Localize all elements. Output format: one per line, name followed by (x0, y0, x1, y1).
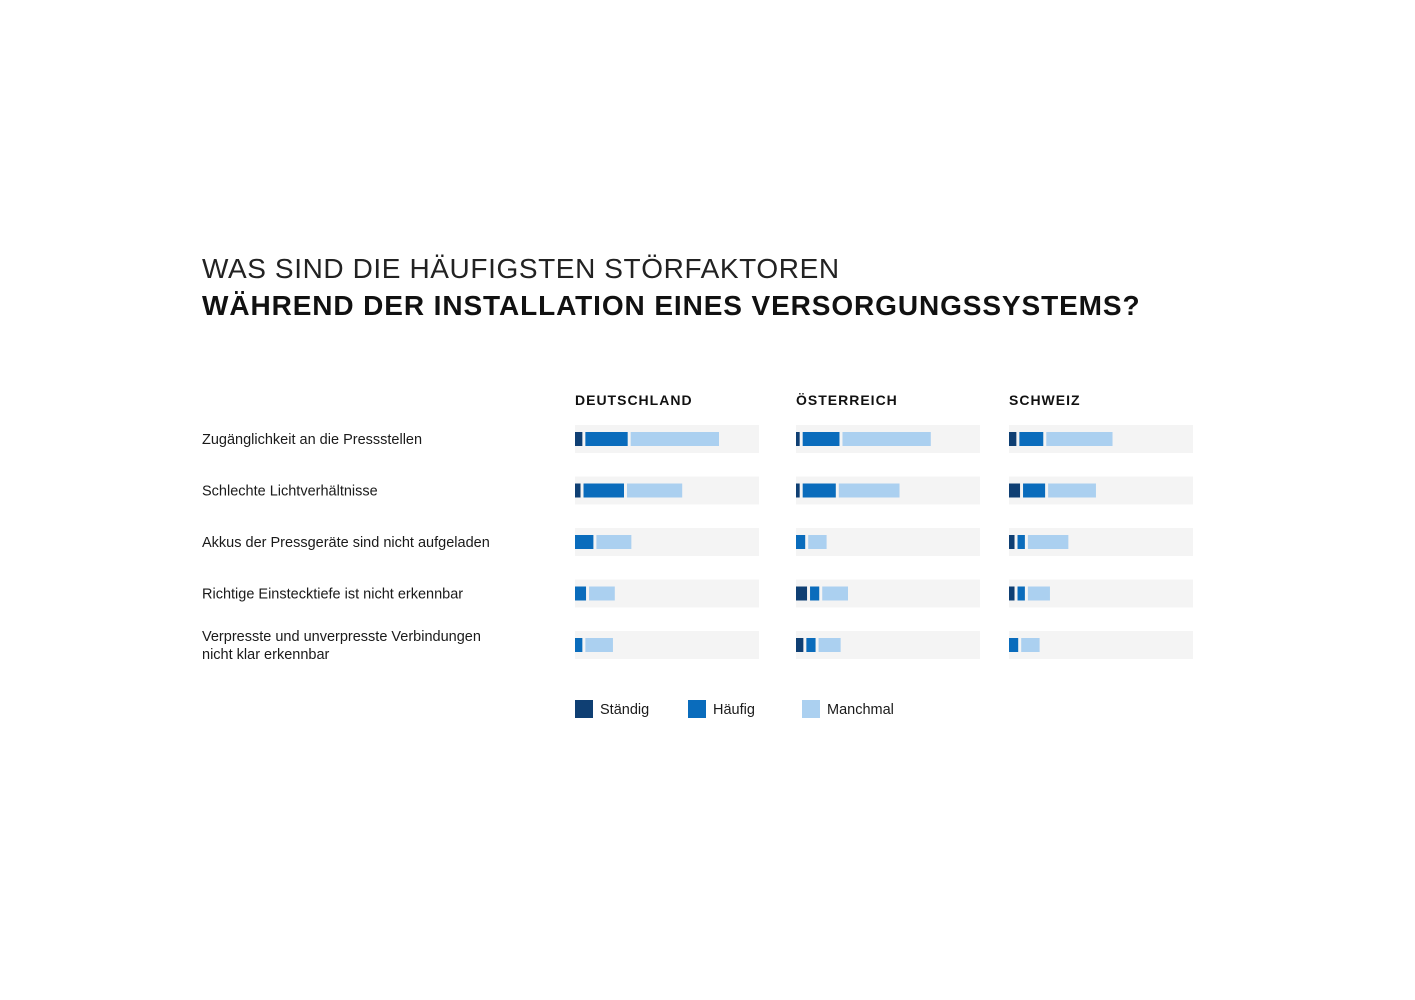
bar-oesterreich-haeufig-row-4 (810, 586, 820, 601)
legend-label-manchmal: Manchmal (827, 702, 894, 718)
chart-title: WAS SIND DIE HÄUFIGSTEN STÖRFAKTOREN WÄH… (202, 252, 1140, 326)
bar-oesterreich-haeufig-row-3 (796, 535, 806, 549)
bar-schweiz-haeufig-row-5 (1009, 638, 1019, 652)
bar-oesterreich-staendig-row-5 (796, 638, 804, 652)
chart-title-line2: WÄHREND DER INSTALLATION EINES VERSORGUN… (202, 290, 1141, 321)
bar-schweiz-staendig-row-4 (1009, 586, 1015, 601)
bar-deutschland-manchmal-row-1 (630, 432, 719, 446)
category-label-3: Akkus der Pressgeräte sind nicht aufgela… (202, 535, 490, 551)
bar-oesterreich-staendig-row-2 (796, 483, 800, 498)
bar-oesterreich-manchmal-row-5 (818, 638, 841, 652)
bar-schweiz-haeufig-row-4 (1017, 586, 1025, 601)
bar-oesterreich-manchmal-row-4 (822, 586, 848, 601)
bar-oesterreich-staendig-row-1 (796, 432, 800, 446)
legend-label-haeufig: Häufig (713, 702, 755, 718)
bar-deutschland-staendig-row-1 (575, 432, 583, 446)
bar-oesterreich-manchmal-row-2 (838, 483, 900, 498)
bar-schweiz-haeufig-row-2 (1023, 483, 1046, 498)
bar-schweiz-haeufig-row-3 (1017, 535, 1025, 549)
bar-schweiz-staendig-row-1 (1009, 432, 1017, 446)
legend-swatch-staendig (575, 700, 593, 718)
bar-deutschland-haeufig-row-3 (575, 535, 594, 549)
bar-schweiz-manchmal-row-3 (1027, 535, 1069, 549)
bar-schweiz-manchmal-row-5 (1021, 638, 1040, 652)
category-label-5-line-2: nicht klar erkennbar (202, 647, 330, 663)
category-label-2: Schlechte Lichtverhältnisse (202, 484, 378, 500)
legend-swatch-haeufig (688, 700, 706, 718)
country-header-deutschland: DEUTSCHLAND (575, 392, 693, 408)
bar-oesterreich-manchmal-row-1 (842, 432, 931, 446)
category-label-5-line-1: Verpresste und unverpresste Verbindungen (202, 629, 481, 645)
bar-deutschland-manchmal-row-2 (627, 483, 683, 498)
bar-track-oesterreich-row-3 (796, 528, 980, 556)
bar-deutschland-haeufig-row-5 (575, 638, 583, 652)
bar-deutschland-staendig-row-2 (575, 483, 581, 498)
bar-oesterreich-haeufig-row-2 (802, 483, 836, 498)
bar-deutschland-haeufig-row-4 (575, 586, 587, 601)
bar-schweiz-manchmal-row-4 (1027, 586, 1050, 601)
bar-deutschland-haeufig-row-2 (583, 483, 624, 498)
category-label-4: Richtige Einstecktiefe ist nicht erkennb… (202, 587, 463, 603)
bar-deutschland-manchmal-row-4 (589, 586, 615, 601)
bar-track-schweiz-row-5 (1009, 631, 1193, 659)
bar-schweiz-manchmal-row-2 (1048, 483, 1096, 498)
bar-deutschland-manchmal-row-5 (585, 638, 613, 652)
country-header-oesterreich: ÖSTERREICH (796, 392, 898, 408)
bar-schweiz-staendig-row-2 (1009, 483, 1021, 498)
legend-label-staendig: Ständig (600, 702, 649, 718)
bar-oesterreich-manchmal-row-3 (808, 535, 827, 549)
bar-schweiz-staendig-row-3 (1009, 535, 1015, 549)
bar-schweiz-manchmal-row-1 (1046, 432, 1113, 446)
bar-oesterreich-staendig-row-4 (796, 586, 808, 601)
bar-oesterreich-haeufig-row-5 (806, 638, 816, 652)
chart-title-line1: WAS SIND DIE HÄUFIGSTEN STÖRFAKTOREN (202, 253, 840, 284)
bar-schweiz-haeufig-row-1 (1019, 432, 1044, 446)
category-label-1: Zugänglichkeit an die Pressstellen (202, 432, 422, 448)
legend-swatch-manchmal (802, 700, 820, 718)
bar-deutschland-haeufig-row-1 (585, 432, 628, 446)
country-header-schweiz: SCHWEIZ (1009, 392, 1081, 408)
bar-deutschland-manchmal-row-3 (596, 535, 632, 549)
bar-oesterreich-haeufig-row-1 (802, 432, 840, 446)
